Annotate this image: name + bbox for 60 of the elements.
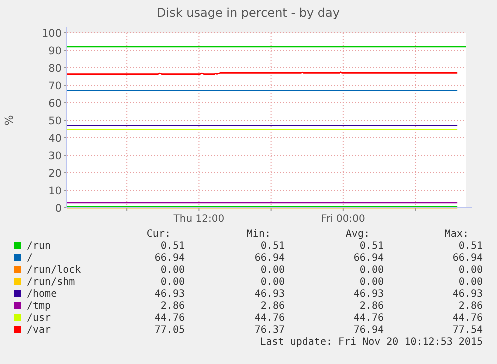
text: 44.76 <box>452 313 483 324</box>
text: 0.51 <box>160 241 185 252</box>
text: Min: <box>246 229 271 240</box>
y-tick-label: 0 <box>55 203 62 215</box>
text: 66.94 <box>354 253 384 264</box>
text: 44.76 <box>354 313 384 324</box>
y-tick-label: 100 <box>42 28 62 40</box>
y-tick-label: 80 <box>48 63 62 75</box>
y-tick-label: 20 <box>48 168 62 180</box>
text: 46.93 <box>354 289 384 300</box>
y-tick-label: 90 <box>48 46 62 58</box>
text: 77.05 <box>154 325 185 336</box>
text: 2.86 <box>458 301 483 312</box>
text: 2.86 <box>160 301 185 312</box>
text: 66.94 <box>254 253 285 264</box>
text: 0.00 <box>458 277 483 288</box>
text: 46.93 <box>254 289 285 300</box>
text: Max: <box>444 229 469 240</box>
x-tick-label: Fri 00:00 <box>321 214 366 225</box>
legend-label: /var <box>27 325 52 336</box>
text: 66.94 <box>154 253 185 264</box>
text: 0.51 <box>360 241 384 252</box>
text: 0.00 <box>160 277 185 288</box>
text: 0.00 <box>360 265 384 276</box>
text: 2.86 <box>360 301 384 312</box>
legend-label: /home <box>27 289 58 300</box>
text: 2.86 <box>260 301 285 312</box>
y-tick-label: 10 <box>48 186 62 198</box>
text: 77.54 <box>452 325 483 336</box>
legend-label: /run <box>27 241 52 252</box>
y-tick-label: 50 <box>48 116 62 128</box>
text: 0.00 <box>160 265 185 276</box>
chart-title: Disk usage in percent - by day <box>157 6 340 20</box>
y-tick-label: 60 <box>48 98 62 110</box>
text: 44.76 <box>254 313 285 324</box>
y-tick-label: 40 <box>48 133 62 145</box>
text: 0.51 <box>458 241 483 252</box>
text: 0.00 <box>260 265 285 276</box>
legend-label: /usr <box>27 313 52 324</box>
y-axis-title: % <box>3 115 16 126</box>
x-tick-label: Thu 12:00 <box>172 214 225 225</box>
text: 0.00 <box>260 277 285 288</box>
y-tick-label: 30 <box>48 150 62 162</box>
text: 46.93 <box>154 289 185 300</box>
text: 0.00 <box>458 265 483 276</box>
y-tick-label: 70 <box>48 80 62 92</box>
text: 76.37 <box>254 325 285 336</box>
legend-label: /run/lock <box>27 265 82 276</box>
text: 0.00 <box>360 277 384 288</box>
text: Avg: <box>346 229 370 240</box>
text: 0.51 <box>260 241 285 252</box>
text: Cur: <box>146 229 171 240</box>
text: 46.93 <box>452 289 483 300</box>
text: 66.94 <box>452 253 483 264</box>
text: 44.76 <box>154 313 185 324</box>
legend-label: /tmp <box>27 301 52 312</box>
text: 76.94 <box>354 325 384 336</box>
legend-label: /run/shm <box>27 277 76 288</box>
legend-label: / <box>27 253 34 264</box>
text: Last update: Fri Nov 20 10:12:53 2015 <box>260 337 483 348</box>
